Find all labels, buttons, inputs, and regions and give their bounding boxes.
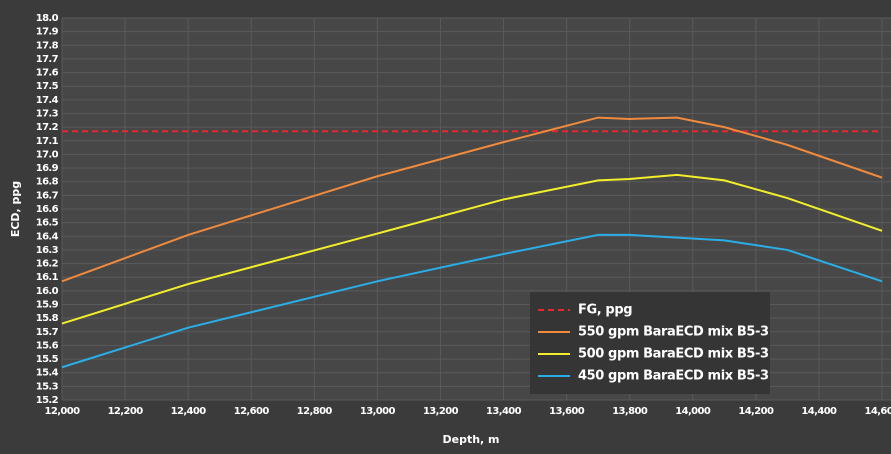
y-tick-label: 17.3 bbox=[36, 109, 59, 120]
x-tick-label: 12,200 bbox=[108, 406, 144, 417]
legend: FG, ppg 550 gpm BaraECD mix B5-3 500 gpm B… bbox=[530, 292, 770, 394]
y-tick-label: 15.7 bbox=[36, 327, 59, 338]
legend-label: FG, ppg bbox=[578, 303, 632, 318]
y-tick-label: 17.8 bbox=[36, 40, 59, 51]
y-tick-label: 15.3 bbox=[36, 381, 59, 392]
x-tick-label: 13,200 bbox=[423, 406, 459, 417]
x-tick-label: 14,200 bbox=[738, 406, 774, 417]
x-tick-label: 13,800 bbox=[612, 406, 648, 417]
legend-label: 500 gpm BaraECD mix B5-3 bbox=[578, 347, 769, 362]
y-tick-label: 15.9 bbox=[36, 300, 59, 311]
y-axis-title: ECD, ppg bbox=[9, 181, 22, 237]
y-tick-label: 16.5 bbox=[36, 218, 59, 229]
series-line bbox=[61, 233, 883, 369]
series-line bbox=[61, 116, 883, 283]
x-tick-label: 14,000 bbox=[675, 406, 711, 417]
y-tick-label: 15.2 bbox=[36, 395, 59, 406]
y-tick-label: 15.8 bbox=[36, 313, 59, 324]
x-tick-label: 12,600 bbox=[234, 406, 270, 417]
y-tick-label: 17.4 bbox=[36, 95, 59, 106]
x-tick-label: 14,400 bbox=[801, 406, 837, 417]
y-tick-label: 17.7 bbox=[36, 54, 59, 65]
y-tick-label: 15.6 bbox=[36, 340, 59, 351]
legend-label: 450 gpm BaraECD mix B5-3 bbox=[578, 369, 769, 384]
y-tick-label: 17.2 bbox=[36, 122, 59, 133]
y-tick-label: 17.5 bbox=[36, 81, 59, 92]
x-tick-label: 12,000 bbox=[45, 406, 81, 417]
y-tick-label: 17.9 bbox=[36, 27, 59, 38]
series-line bbox=[61, 173, 883, 325]
y-tick-label: 16.0 bbox=[36, 286, 59, 297]
y-tick-label: 16.4 bbox=[36, 231, 59, 242]
y-tick-label: 16.6 bbox=[36, 204, 59, 215]
x-axis-title: Depth, m bbox=[442, 433, 499, 446]
y-tick-label: 18.0 bbox=[36, 13, 59, 24]
y-tick-label: 15.4 bbox=[36, 368, 59, 379]
y-tick-label: 16.1 bbox=[36, 272, 59, 283]
y-tick-label: 16.2 bbox=[36, 259, 59, 270]
x-tick-label: 13,000 bbox=[360, 406, 396, 417]
y-tick-label: 16.7 bbox=[36, 190, 59, 201]
y-tick-label: 16.8 bbox=[36, 177, 59, 188]
x-tick-label: 13,400 bbox=[486, 406, 522, 417]
y-tick-label: 16.9 bbox=[36, 163, 59, 174]
legend-label: 550 gpm BaraECD mix B5-3 bbox=[578, 325, 769, 340]
x-tick-label: 12,800 bbox=[297, 406, 333, 417]
y-tick-label: 17.6 bbox=[36, 68, 59, 79]
y-tick-label: 16.3 bbox=[36, 245, 59, 256]
x-tick-label: 13,600 bbox=[549, 406, 585, 417]
y-tick-label: 15.5 bbox=[36, 354, 59, 365]
x-tick-label: 14,600 bbox=[865, 406, 891, 417]
x-tick-label: 12,400 bbox=[171, 406, 207, 417]
y-tick-label: 17.1 bbox=[36, 136, 59, 147]
y-tick-label: 17.0 bbox=[36, 149, 59, 160]
